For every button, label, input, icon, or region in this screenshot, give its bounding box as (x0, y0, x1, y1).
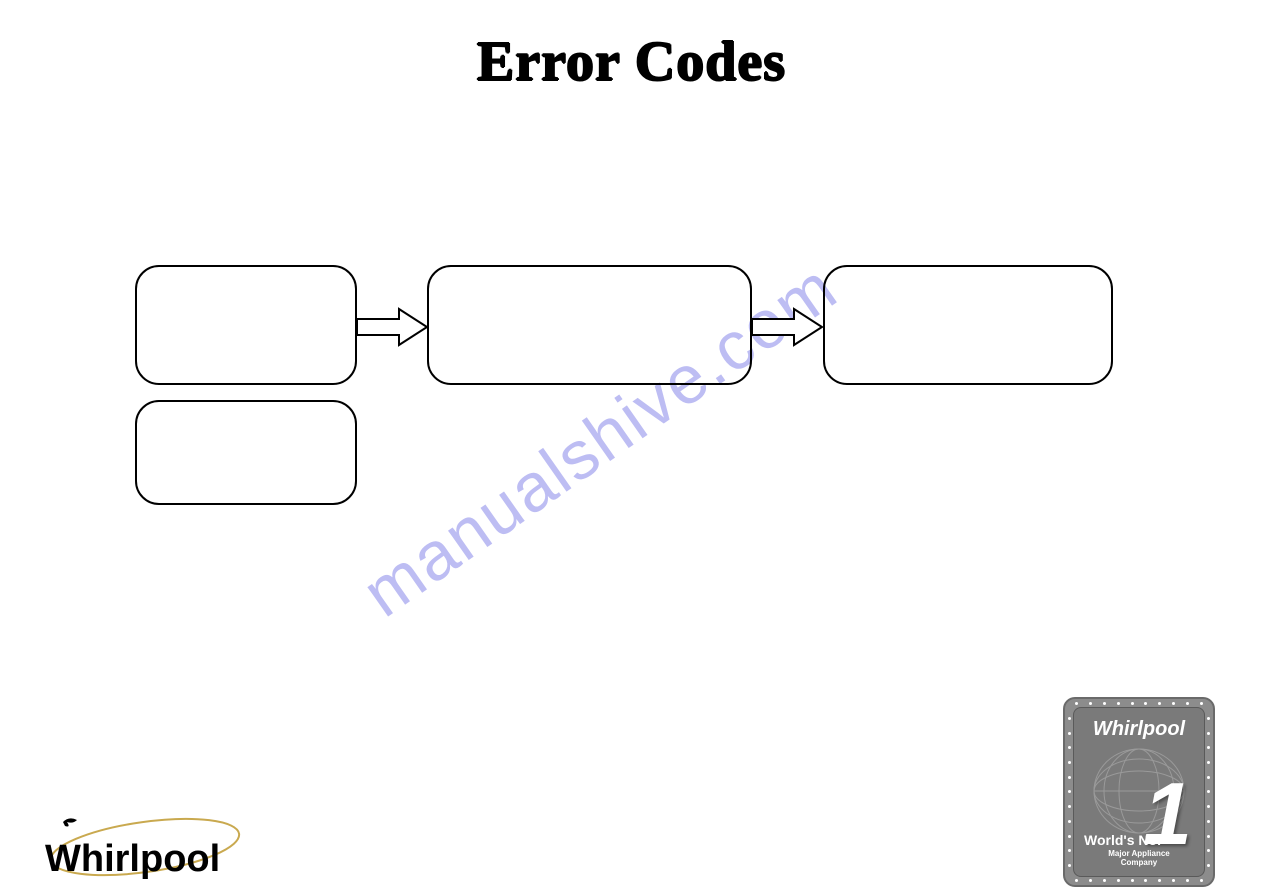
page-title: Error Codes (477, 30, 786, 94)
badge-dots-top (1075, 702, 1203, 705)
flowchart-node-1 (135, 265, 357, 385)
flowchart-arrow-1 (357, 307, 429, 352)
badge-dots-bottom (1075, 879, 1203, 882)
badge-inner-panel: Whirlpool 1 World's No. Major Appliance … (1073, 707, 1205, 877)
worlds-no-1-badge: Whirlpool 1 World's No. Major Appliance … (1063, 697, 1215, 887)
whirlpool-logo-text: Whirlpool (45, 838, 245, 881)
badge-dots-left (1068, 717, 1071, 867)
flowchart-node-3 (823, 265, 1113, 385)
badge-dots-right (1207, 717, 1210, 867)
flowchart-node-4 (135, 400, 357, 505)
flowchart-node-2 (427, 265, 752, 385)
badge-brand-text: Whirlpool (1093, 718, 1185, 741)
whirlpool-logo: Whirlpool (45, 820, 245, 863)
arrow-right-icon (357, 307, 429, 347)
flowchart-arrow-2 (752, 307, 824, 352)
badge-subtitle-line3: Company (1121, 858, 1157, 867)
arrow-right-icon (752, 307, 824, 347)
badge-outer-frame: Whirlpool 1 World's No. Major Appliance … (1063, 697, 1215, 887)
badge-worlds-no-text: World's No. (1084, 832, 1161, 848)
badge-subtitle-line2: Major Appliance (1108, 849, 1170, 858)
badge-subtitle: Major Appliance Company (1108, 850, 1170, 868)
